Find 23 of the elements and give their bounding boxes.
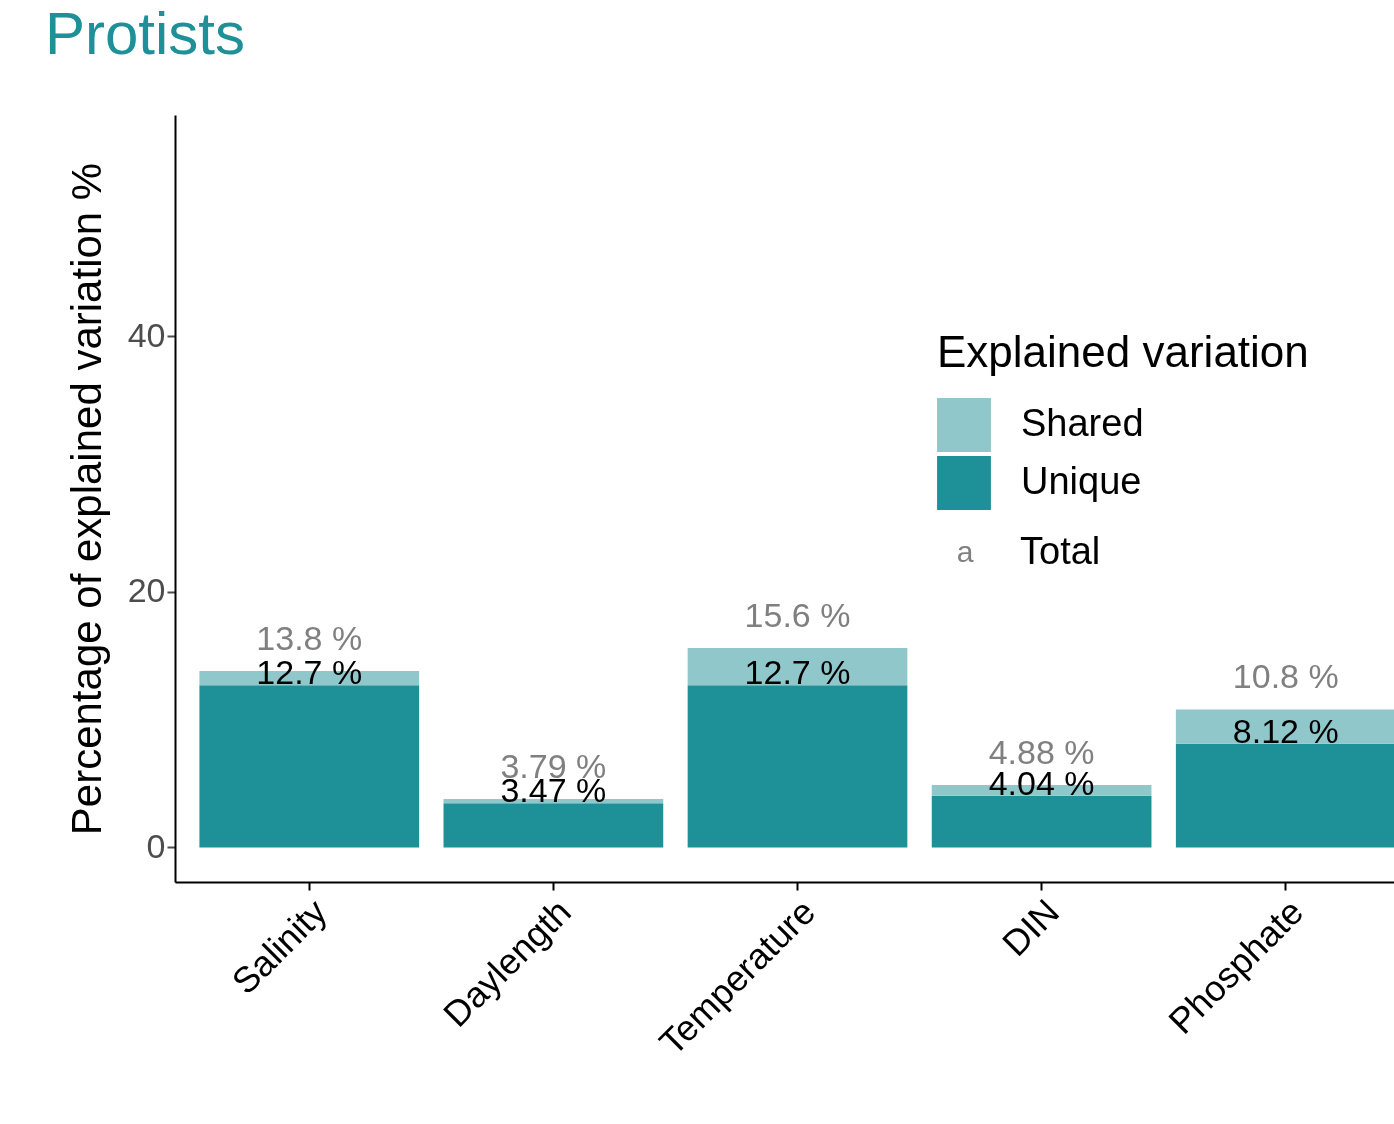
bar bbox=[687, 648, 908, 686]
bar bbox=[931, 795, 1152, 848]
annotation: Total bbox=[1020, 530, 1101, 573]
total-label: 13.8 % bbox=[256, 619, 363, 658]
bar bbox=[443, 803, 664, 848]
total-label: 15.6 % bbox=[744, 596, 851, 635]
bar bbox=[687, 685, 908, 848]
legend-title: Explained variation bbox=[937, 327, 1309, 376]
total-label: 10.8 % bbox=[1232, 657, 1339, 696]
bar bbox=[1175, 743, 1394, 848]
x-tick-label: DIN bbox=[994, 890, 1068, 964]
data-label: 12.7 % bbox=[744, 653, 851, 692]
legend-label: Shared bbox=[1021, 402, 1144, 444]
y-axis-title: Percentage of explained variation % bbox=[62, 162, 110, 836]
y-tick-label: 0 bbox=[146, 826, 166, 865]
y-tick-label: 20 bbox=[127, 571, 166, 610]
y-tick-label: 40 bbox=[127, 315, 166, 354]
bar bbox=[199, 685, 420, 848]
chart-title: Protists bbox=[45, 0, 246, 67]
data-label: 8.12 % bbox=[1232, 711, 1339, 750]
legend-label: Unique bbox=[1021, 460, 1142, 502]
bar bbox=[1175, 709, 1394, 744]
annotation: a bbox=[955, 534, 975, 569]
